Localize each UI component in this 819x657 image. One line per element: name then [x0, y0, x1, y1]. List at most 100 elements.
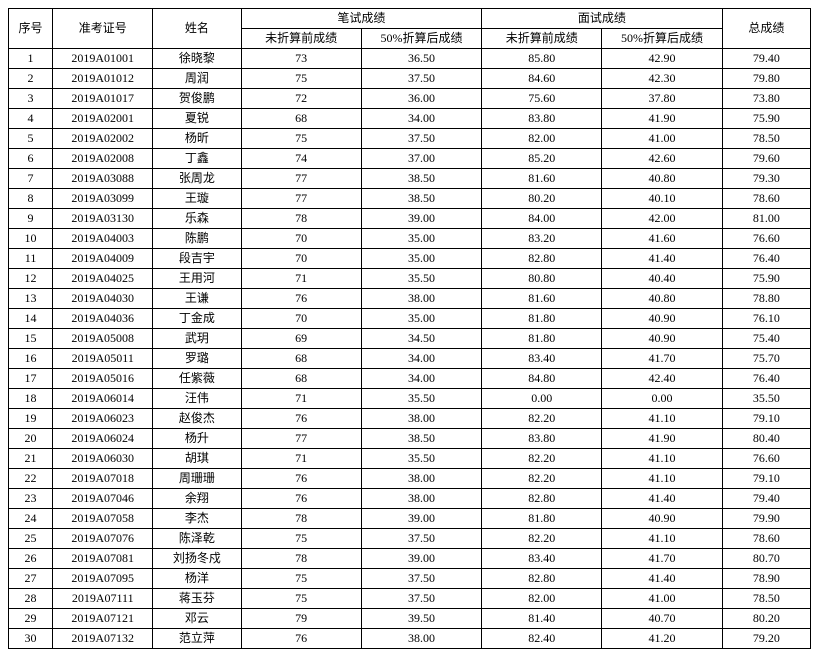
- table-row: 282019A07111蒋玉芬7537.5082.0041.0078.50: [9, 589, 811, 609]
- cell-w_adj: 35.50: [361, 449, 481, 469]
- cell-i_raw: 83.40: [482, 549, 602, 569]
- cell-total: 79.10: [722, 409, 810, 429]
- cell-i_adj: 37.80: [602, 89, 722, 109]
- table-row: 122019A04025王用河7135.5080.8040.4075.90: [9, 269, 811, 289]
- cell-name: 丁鑫: [153, 149, 241, 169]
- table-row: 202019A06024杨升7738.5083.8041.9080.40: [9, 429, 811, 449]
- table-row: 182019A06014汪伟7135.500.000.0035.50: [9, 389, 811, 409]
- cell-w_adj: 37.50: [361, 589, 481, 609]
- cell-i_adj: 41.10: [602, 529, 722, 549]
- cell-total: 81.00: [722, 209, 810, 229]
- table-row: 222019A07018周珊珊7638.0082.2041.1079.10: [9, 469, 811, 489]
- header-interview-adj: 50%折算后成绩: [602, 29, 722, 49]
- cell-total: 80.20: [722, 609, 810, 629]
- cell-i_adj: 41.40: [602, 569, 722, 589]
- cell-seq: 1: [9, 49, 53, 69]
- cell-examid: 2019A04025: [53, 269, 153, 289]
- cell-name: 夏锐: [153, 109, 241, 129]
- cell-name: 陈泽乾: [153, 529, 241, 549]
- cell-w_adj: 38.50: [361, 429, 481, 449]
- cell-seq: 17: [9, 369, 53, 389]
- cell-w_adj: 36.00: [361, 89, 481, 109]
- cell-name: 徐晓黎: [153, 49, 241, 69]
- cell-i_adj: 41.90: [602, 109, 722, 129]
- cell-examid: 2019A07081: [53, 549, 153, 569]
- cell-total: 76.60: [722, 449, 810, 469]
- cell-w_raw: 76: [241, 489, 361, 509]
- cell-w_raw: 69: [241, 329, 361, 349]
- cell-examid: 2019A02002: [53, 129, 153, 149]
- table-row: 62019A02008丁鑫7437.0085.2042.6079.60: [9, 149, 811, 169]
- cell-w_adj: 35.50: [361, 269, 481, 289]
- cell-i_adj: 40.70: [602, 609, 722, 629]
- cell-w_adj: 37.50: [361, 529, 481, 549]
- table-row: 272019A07095杨洋7537.5082.8041.4078.90: [9, 569, 811, 589]
- cell-w_raw: 75: [241, 129, 361, 149]
- cell-w_adj: 39.00: [361, 209, 481, 229]
- cell-i_adj: 40.90: [602, 309, 722, 329]
- cell-i_adj: 41.40: [602, 249, 722, 269]
- cell-i_adj: 41.10: [602, 449, 722, 469]
- header-name: 姓名: [153, 9, 241, 49]
- cell-w_raw: 70: [241, 309, 361, 329]
- cell-w_raw: 70: [241, 249, 361, 269]
- cell-w_adj: 35.00: [361, 309, 481, 329]
- cell-i_raw: 80.20: [482, 189, 602, 209]
- table-row: 42019A02001夏锐6834.0083.8041.9075.90: [9, 109, 811, 129]
- cell-name: 周润: [153, 69, 241, 89]
- cell-i_raw: 82.80: [482, 489, 602, 509]
- cell-i_raw: 82.80: [482, 569, 602, 589]
- cell-i_adj: 41.00: [602, 589, 722, 609]
- cell-w_raw: 75: [241, 69, 361, 89]
- cell-i_adj: 41.70: [602, 549, 722, 569]
- cell-name: 赵俊杰: [153, 409, 241, 429]
- header-interview: 面试成绩: [482, 9, 723, 29]
- cell-i_adj: 41.40: [602, 489, 722, 509]
- cell-i_raw: 0.00: [482, 389, 602, 409]
- cell-i_adj: 41.10: [602, 409, 722, 429]
- cell-name: 丁金成: [153, 309, 241, 329]
- cell-i_adj: 0.00: [602, 389, 722, 409]
- cell-total: 78.60: [722, 189, 810, 209]
- cell-total: 78.50: [722, 589, 810, 609]
- cell-w_adj: 39.00: [361, 549, 481, 569]
- table-row: 212019A06030胡琪7135.5082.2041.1076.60: [9, 449, 811, 469]
- cell-seq: 29: [9, 609, 53, 629]
- cell-i_raw: 82.00: [482, 589, 602, 609]
- cell-examid: 2019A01012: [53, 69, 153, 89]
- cell-w_adj: 34.00: [361, 369, 481, 389]
- table-row: 52019A02002杨昕7537.5082.0041.0078.50: [9, 129, 811, 149]
- cell-seq: 21: [9, 449, 53, 469]
- cell-name: 陈鹏: [153, 229, 241, 249]
- cell-seq: 25: [9, 529, 53, 549]
- table-row: 22019A01012周润7537.5084.6042.3079.80: [9, 69, 811, 89]
- cell-examid: 2019A04003: [53, 229, 153, 249]
- cell-w_raw: 77: [241, 429, 361, 449]
- cell-examid: 2019A02001: [53, 109, 153, 129]
- cell-name: 任紫薇: [153, 369, 241, 389]
- cell-i_raw: 81.80: [482, 329, 602, 349]
- cell-i_raw: 83.80: [482, 109, 602, 129]
- table-row: 102019A04003陈鹏7035.0083.2041.6076.60: [9, 229, 811, 249]
- header-seq: 序号: [9, 9, 53, 49]
- cell-examid: 2019A07076: [53, 529, 153, 549]
- cell-i_raw: 81.80: [482, 509, 602, 529]
- header-written-raw: 未折算前成绩: [241, 29, 361, 49]
- cell-i_raw: 83.80: [482, 429, 602, 449]
- cell-i_raw: 82.00: [482, 129, 602, 149]
- cell-seq: 19: [9, 409, 53, 429]
- cell-w_adj: 37.00: [361, 149, 481, 169]
- cell-seq: 11: [9, 249, 53, 269]
- cell-total: 73.80: [722, 89, 810, 109]
- cell-i_raw: 82.80: [482, 249, 602, 269]
- cell-seq: 23: [9, 489, 53, 509]
- cell-examid: 2019A06023: [53, 409, 153, 429]
- cell-examid: 2019A03099: [53, 189, 153, 209]
- cell-seq: 9: [9, 209, 53, 229]
- cell-i_raw: 85.20: [482, 149, 602, 169]
- cell-name: 杨昕: [153, 129, 241, 149]
- cell-seq: 28: [9, 589, 53, 609]
- table-row: 172019A05016任紫薇6834.0084.8042.4076.40: [9, 369, 811, 389]
- cell-w_adj: 35.00: [361, 249, 481, 269]
- cell-total: 75.70: [722, 349, 810, 369]
